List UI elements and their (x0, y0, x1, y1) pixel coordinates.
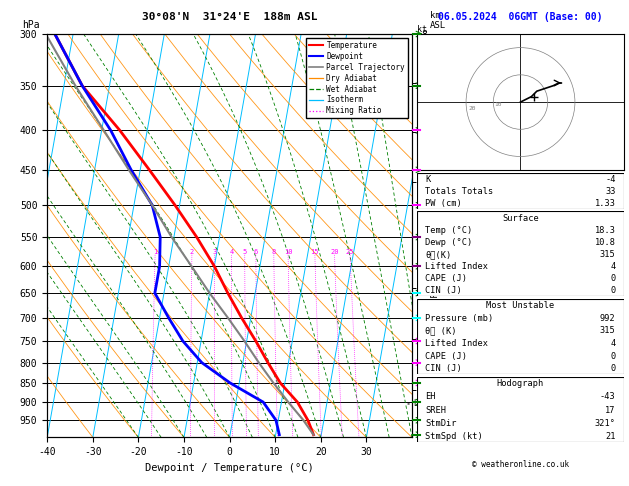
Text: SREH: SREH (425, 406, 447, 415)
Text: 321°: 321° (594, 419, 616, 428)
Text: 0: 0 (610, 274, 616, 283)
Text: 1: 1 (153, 249, 157, 255)
Text: Mixing Ratio (g/kg): Mixing Ratio (g/kg) (431, 233, 440, 335)
Text: 5: 5 (243, 249, 247, 255)
Text: 10.8: 10.8 (594, 238, 616, 247)
Text: PW (cm): PW (cm) (425, 199, 462, 208)
Text: Surface: Surface (502, 213, 539, 223)
Text: 10: 10 (494, 102, 502, 107)
Text: 30°08'N  31°24'E  188m ASL: 30°08'N 31°24'E 188m ASL (142, 12, 318, 22)
Text: 18.3: 18.3 (594, 226, 616, 235)
Text: CIN (J): CIN (J) (425, 286, 462, 295)
Text: 2: 2 (190, 249, 194, 255)
Text: -43: -43 (600, 393, 616, 401)
Text: CAPE (J): CAPE (J) (425, 274, 467, 283)
Text: 315: 315 (600, 250, 616, 259)
Text: Temp (°C): Temp (°C) (425, 226, 472, 235)
Text: kt: kt (417, 25, 427, 34)
Text: -4: -4 (605, 174, 616, 184)
Text: hPa: hPa (21, 20, 39, 30)
Text: 0: 0 (610, 364, 616, 373)
Text: θᴇ(K): θᴇ(K) (425, 250, 452, 259)
Text: Dewp (°C): Dewp (°C) (425, 238, 472, 247)
Text: 10: 10 (284, 249, 292, 255)
Text: 6: 6 (253, 249, 258, 255)
Text: 3: 3 (213, 249, 217, 255)
Text: 20: 20 (330, 249, 339, 255)
Text: 4: 4 (229, 249, 233, 255)
Text: 33: 33 (605, 187, 616, 196)
Text: Pressure (mb): Pressure (mb) (425, 314, 494, 323)
Text: StmSpd (kt): StmSpd (kt) (425, 432, 483, 441)
Text: 4: 4 (610, 339, 616, 348)
Text: 21: 21 (605, 432, 616, 441)
Text: 20: 20 (469, 106, 476, 111)
Text: EH: EH (425, 393, 436, 401)
Text: StmDir: StmDir (425, 419, 457, 428)
Text: Hodograph: Hodograph (497, 380, 544, 388)
Text: LCL: LCL (413, 399, 427, 408)
Text: 992: 992 (600, 314, 616, 323)
Legend: Temperature, Dewpoint, Parcel Trajectory, Dry Adiabat, Wet Adiabat, Isotherm, Mi: Temperature, Dewpoint, Parcel Trajectory… (306, 38, 408, 119)
Text: 315: 315 (600, 327, 616, 335)
Text: km
ASL: km ASL (430, 11, 447, 30)
Text: 4: 4 (610, 262, 616, 271)
Text: 1.33: 1.33 (594, 199, 616, 208)
Text: © weatheronline.co.uk: © weatheronline.co.uk (472, 460, 569, 469)
Text: 06.05.2024  06GMT (Base: 00): 06.05.2024 06GMT (Base: 00) (438, 12, 602, 22)
Text: 15: 15 (311, 249, 319, 255)
Text: K: K (425, 174, 431, 184)
Text: Lifted Index: Lifted Index (425, 339, 488, 348)
Text: 25: 25 (346, 249, 354, 255)
Text: 0: 0 (610, 351, 616, 361)
Text: 0: 0 (610, 286, 616, 295)
Text: CIN (J): CIN (J) (425, 364, 462, 373)
Text: Lifted Index: Lifted Index (425, 262, 488, 271)
Text: Most Unstable: Most Unstable (486, 301, 555, 310)
Text: θᴇ (K): θᴇ (K) (425, 327, 457, 335)
Text: 8: 8 (272, 249, 276, 255)
X-axis label: Dewpoint / Temperature (°C): Dewpoint / Temperature (°C) (145, 463, 314, 473)
Text: CAPE (J): CAPE (J) (425, 351, 467, 361)
Text: 17: 17 (605, 406, 616, 415)
Text: Totals Totals: Totals Totals (425, 187, 494, 196)
